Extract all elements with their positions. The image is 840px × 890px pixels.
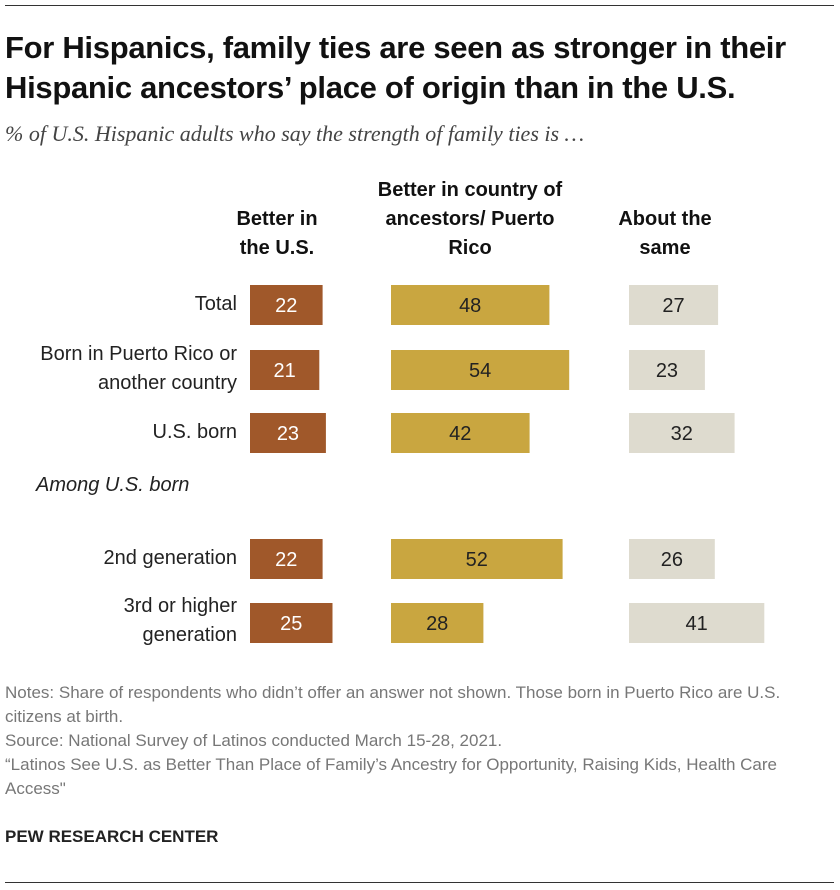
notes-text: Notes: Share of respondents who didn’t o… [5, 683, 781, 726]
column-header-better-ancestors: Better in country of ancestors/ Puerto R… [377, 179, 563, 259]
data-label-about-same-3: 26 [661, 549, 683, 571]
chart-title: For Hispanics, family ties are seen as s… [5, 30, 786, 105]
data-label-better-us-2: 23 [277, 423, 299, 445]
bar-about-same-0 [629, 285, 719, 325]
bar-about-same-1 [629, 350, 705, 390]
data-label-better-us-1: 21 [274, 360, 296, 382]
row-label-3rd-generation: 3rd or higher generation [123, 595, 237, 646]
column-header-better-us: Better in the U.S. [236, 208, 318, 259]
data-label-better-ancestors-0: 48 [459, 295, 481, 317]
data-label-about-same-0: 27 [662, 295, 684, 317]
row-label-total: Total [194, 293, 237, 315]
row-label-born-abroad: Born in Puerto Rico or another country [40, 343, 237, 394]
data-label-about-same-1: 23 [656, 360, 678, 382]
data-label-better-ancestors-4: 28 [426, 613, 448, 635]
group-label-among-us-born: Among U.S. born [36, 474, 190, 496]
brand-name: PEW RESEARCH CENTER [5, 827, 219, 846]
report-title-text: “Latinos See U.S. as Better Than Place o… [5, 755, 777, 798]
bar-about-same-4 [629, 603, 765, 643]
bar-better-us-1 [250, 350, 320, 390]
bar-better-ancestors-2 [391, 413, 530, 453]
data-label-better-ancestors-3: 52 [466, 549, 488, 571]
data-label-about-same-4: 41 [686, 613, 708, 635]
notes-block: Notes: Share of respondents who didn’t o… [5, 681, 835, 801]
column-header-about-same: About the same [618, 208, 712, 259]
row-label-2nd-generation: 2nd generation [103, 547, 237, 569]
bar-better-us-3 [250, 539, 323, 579]
bar-better-ancestors-0 [391, 285, 550, 325]
data-label-better-us-4: 25 [280, 613, 302, 635]
data-label-better-ancestors-1: 54 [469, 360, 491, 382]
bar-better-us-4 [250, 603, 333, 643]
bar-better-us-0 [250, 285, 323, 325]
bar-better-ancestors-4 [391, 603, 484, 643]
row-label-us-born: U.S. born [152, 421, 237, 443]
data-label-better-us-0: 22 [275, 295, 297, 317]
bar-better-ancestors-3 [391, 539, 563, 579]
bar-better-ancestors-1 [391, 350, 570, 390]
bar-better-us-2 [250, 413, 326, 453]
bar-about-same-3 [629, 539, 715, 579]
bottom-rule [5, 882, 834, 883]
chart-subtitle: % of U.S. Hispanic adults who say the st… [5, 121, 585, 146]
top-rule [5, 5, 834, 6]
data-label-better-us-3: 22 [275, 549, 297, 571]
source-text: Source: National Survey of Latinos condu… [5, 731, 503, 750]
data-label-better-ancestors-2: 42 [449, 423, 471, 445]
bar-about-same-2 [629, 413, 735, 453]
data-label-about-same-2: 32 [671, 423, 693, 445]
